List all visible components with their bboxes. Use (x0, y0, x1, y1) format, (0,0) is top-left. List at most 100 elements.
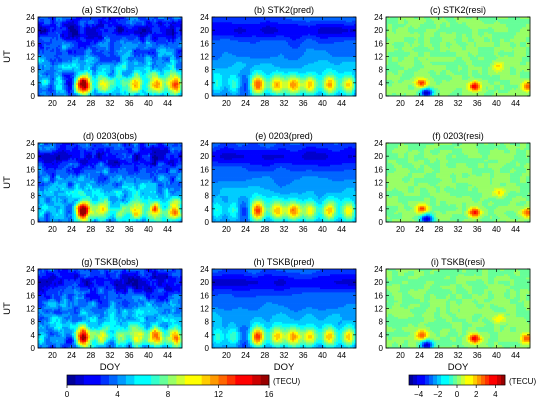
heatmap-cell (42, 72, 45, 75)
heatmap-cell (64, 28, 67, 31)
heatmap-cell (100, 63, 103, 66)
heatmap-cell (102, 20, 105, 23)
heatmap-cell (86, 28, 89, 31)
heatmap-cell (40, 72, 43, 75)
heatmap-cell (102, 49, 105, 52)
heatmap-cell (76, 68, 79, 71)
heatmap-cell (48, 28, 51, 31)
heatmap-cell (90, 43, 93, 46)
heatmap-cell (40, 81, 43, 84)
heatmap-cell (112, 81, 115, 84)
heatmap-cell (40, 51, 43, 54)
heatmap-cell (114, 81, 117, 84)
heatmap-cell (50, 51, 53, 54)
heatmap-cell (94, 18, 97, 21)
heatmap-cell (56, 49, 59, 52)
heatmap-cell (50, 79, 53, 82)
heatmap-cell (88, 46, 91, 49)
heatmap-cell (78, 92, 81, 95)
heatmap-cell (54, 49, 57, 52)
heatmap-cell (52, 64, 55, 67)
heatmap-cell (66, 28, 69, 31)
heatmap-cell (68, 92, 71, 95)
heatmap-cell (116, 63, 119, 66)
heatmap-cell (106, 26, 109, 29)
heatmap-cell (62, 44, 65, 47)
heatmap-cell (106, 23, 109, 26)
heatmap-cell (42, 26, 45, 29)
heatmap-cell (58, 49, 61, 52)
heatmap-cell (68, 43, 71, 46)
heatmap-cell (106, 68, 109, 71)
heatmap-cell (98, 86, 101, 89)
heatmap-cell (112, 33, 115, 36)
heatmap-cell (110, 68, 113, 71)
heatmap-cell (72, 43, 75, 46)
heatmap-cell (48, 44, 51, 47)
heatmap-cell (106, 41, 109, 44)
heatmap-cell (72, 41, 75, 44)
heatmap-cell (54, 20, 57, 23)
heatmap-cell (38, 68, 41, 71)
heatmap-cell (42, 74, 45, 77)
heatmap-cell (64, 48, 67, 51)
heatmap-cell (72, 91, 75, 94)
heatmap-cell (92, 31, 95, 34)
heatmap-cell (110, 17, 113, 19)
heatmap-cell (112, 56, 115, 59)
heatmap-cell (90, 87, 93, 90)
heatmap-cell (100, 38, 103, 41)
heatmap-cell (76, 59, 79, 62)
heatmap-cell (38, 74, 41, 77)
heatmap-cell (104, 69, 107, 72)
heatmap-cell (112, 25, 115, 28)
heatmap-cell (100, 35, 103, 38)
heatmap-cell (118, 87, 121, 90)
heatmap-cell (52, 86, 55, 89)
heatmap-cell (42, 28, 45, 31)
heatmap-cell (102, 31, 105, 34)
heatmap-cell (44, 87, 47, 90)
heatmap-cell (100, 61, 103, 64)
heatmap-cell (112, 46, 115, 49)
heatmap-cell (110, 31, 113, 34)
heatmap-cell (90, 41, 93, 44)
heatmap-cell (60, 33, 63, 36)
heatmap-cell (70, 38, 73, 41)
heatmap-cell (44, 63, 47, 66)
heatmap-cell (76, 94, 79, 97)
heatmap-cell (46, 30, 49, 33)
heatmap-cell (64, 36, 67, 39)
heatmap-cell (106, 74, 109, 77)
heatmap-cell (90, 48, 93, 51)
heatmap-cell (96, 56, 99, 59)
heatmap-cell (68, 30, 71, 33)
heatmap-cell (66, 92, 69, 95)
heatmap-cell (50, 40, 53, 43)
heatmap-cell (42, 91, 45, 94)
heatmap-cell (80, 54, 83, 57)
heatmap-cell (50, 41, 53, 44)
heatmap-cell (56, 66, 59, 69)
heatmap-cell (42, 77, 45, 80)
heatmap-cells (38, 17, 183, 97)
heatmap-cell (50, 76, 53, 79)
heatmap-cell (80, 43, 83, 46)
heatmap-cell (116, 94, 119, 97)
heatmap-cell (78, 86, 81, 89)
heatmap-cell (82, 68, 85, 71)
heatmap-cell (48, 68, 51, 71)
heatmap-cell (88, 69, 91, 72)
heatmap-cell (90, 17, 93, 19)
heatmap-cell (48, 82, 51, 85)
heatmap-cell (92, 23, 95, 26)
heatmap-cell (90, 54, 93, 57)
heatmap-cell (106, 86, 109, 89)
heatmap-cell (102, 30, 105, 33)
heatmap-cell (44, 40, 47, 43)
heatmap-cell (94, 25, 97, 28)
heatmap-cell (48, 74, 51, 77)
heatmap-cell (46, 49, 49, 52)
heatmap-cell (92, 76, 95, 79)
heatmap-cell (38, 64, 41, 67)
